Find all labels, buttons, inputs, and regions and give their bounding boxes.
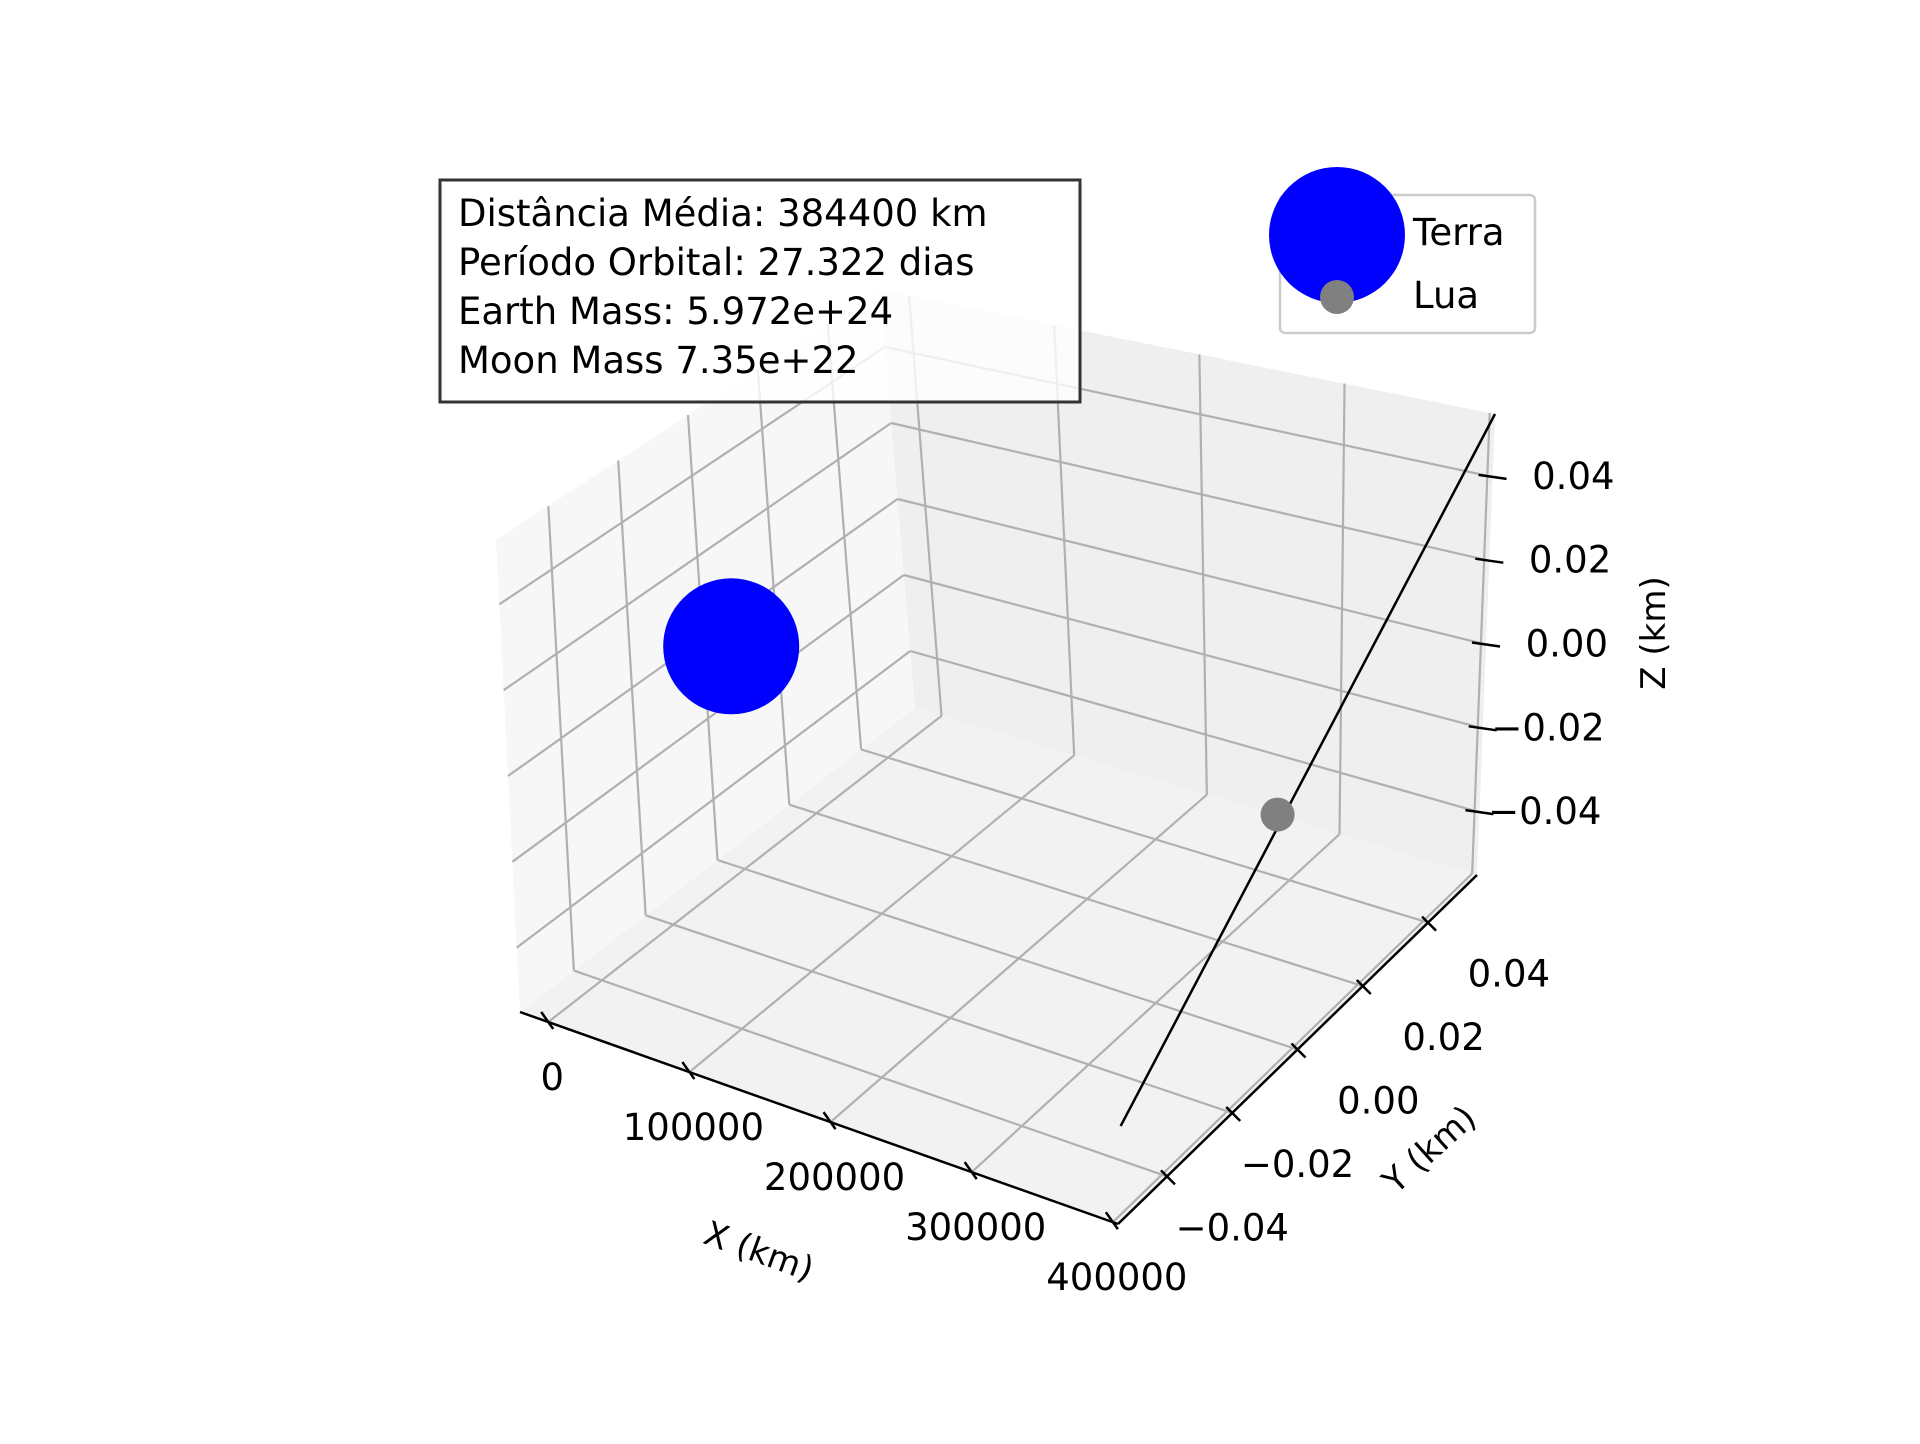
data-point-lua: [1260, 797, 1295, 832]
grid-line-y-floor: [645, 914, 1233, 1114]
legend: Terra Lua: [1269, 167, 1537, 335]
y-tick: [1290, 1042, 1307, 1059]
z-tick: [1468, 725, 1497, 732]
legend-marker-lua: [1320, 280, 1354, 314]
info-moon-mass: Moon Mass 7.35e+22: [458, 339, 859, 382]
grid-line-z-back: [903, 573, 1484, 730]
x-tick-label: 100000: [623, 1106, 764, 1149]
x-tick: [681, 1061, 696, 1080]
grid-line-z-left: [516, 650, 911, 949]
y-tick: [1421, 915, 1437, 932]
x-tick: [1104, 1211, 1119, 1230]
grid-line-y-floor: [788, 803, 1364, 988]
x-tick-label: 300000: [905, 1206, 1046, 1249]
y-tick-label: 0.02: [1402, 1016, 1484, 1059]
data-point-terra: [663, 578, 800, 715]
z-tick: [1478, 473, 1507, 481]
x-tick-label: 0: [540, 1056, 564, 1099]
legend-marker-terra: [1269, 167, 1405, 303]
x-tick-label: 400000: [1046, 1256, 1187, 1299]
grid-line-z-left: [511, 574, 905, 863]
info-period: Período Orbital: 27.322 dias: [458, 241, 975, 284]
x-tick: [540, 1011, 555, 1030]
z-tick-label: −0.04: [1488, 790, 1601, 833]
y-tick-label: −0.02: [1241, 1143, 1354, 1186]
x-tick: [963, 1161, 978, 1180]
y-tick-label: 0.04: [1468, 953, 1550, 996]
y-tick-label: 0.00: [1337, 1080, 1419, 1123]
data-points: [663, 578, 1295, 832]
info-distance: Distância Média: 384400 km: [458, 192, 988, 235]
x-axis-line: [519, 1010, 1119, 1226]
z-tick-label: 0.00: [1526, 623, 1608, 666]
legend-label-terra: Terra: [1412, 211, 1505, 254]
pane-floor: [520, 708, 1477, 1224]
z-tick-label: −0.02: [1491, 706, 1604, 749]
x-tick-label: 200000: [764, 1156, 905, 1199]
z-tick: [1471, 641, 1501, 648]
y-tick: [1160, 1169, 1176, 1186]
x-axis-label: X (km): [699, 1213, 819, 1289]
info-box: Distância Média: 384400 km Período Orbit…: [438, 178, 1082, 404]
grid-line-z-back: [890, 421, 1490, 562]
y-tick: [1225, 1106, 1242, 1122]
y-tick-label: −0.04: [1176, 1206, 1289, 1249]
grid-line-z-back: [909, 649, 1480, 814]
y-tick: [1355, 979, 1372, 995]
x-tick: [822, 1111, 837, 1130]
grid-line-y-floor: [717, 858, 1298, 1051]
z-axis-label: Z (km): [1634, 576, 1674, 689]
grid-line-y-floor: [573, 969, 1168, 1178]
z-tick: [1465, 808, 1494, 816]
z-tick-label: 0.02: [1529, 539, 1611, 582]
z-tick-label: 0.04: [1532, 455, 1614, 498]
grid-line-z-left: [503, 422, 892, 692]
info-earth-mass: Earth Mass: 5.972e+24: [458, 290, 893, 333]
z-axis-line: [1119, 413, 1497, 1127]
grid-line-y-floor: [860, 748, 1429, 924]
legend-label-lua: Lua: [1413, 274, 1479, 317]
z-tick: [1475, 557, 1504, 564]
info-box-frame: [438, 178, 1082, 404]
